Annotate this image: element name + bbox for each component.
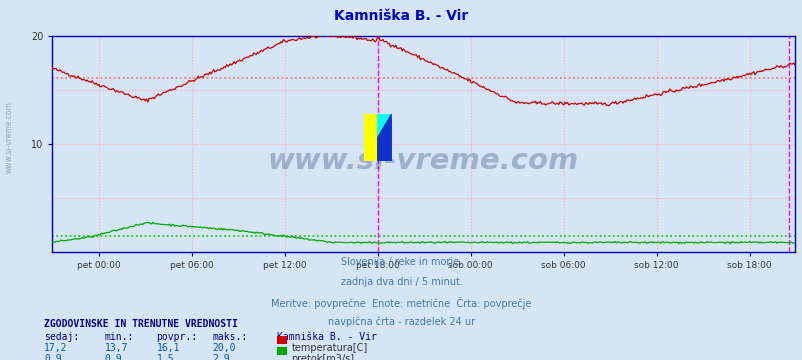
Text: zadnja dva dni / 5 minut.: zadnja dva dni / 5 minut. (340, 277, 462, 287)
Text: 13,7: 13,7 (104, 343, 128, 353)
Text: 2,9: 2,9 (213, 354, 230, 360)
Text: www.si-vreme.com: www.si-vreme.com (5, 101, 14, 173)
Text: povpr.:: povpr.: (156, 332, 197, 342)
Text: Meritve: povprečne  Enote: metrične  Črta: povprečje: Meritve: povprečne Enote: metrične Črta:… (271, 297, 531, 309)
Text: 20,0: 20,0 (213, 343, 236, 353)
Text: maks.:: maks.: (213, 332, 248, 342)
Text: 16,1: 16,1 (156, 343, 180, 353)
Text: 0,9: 0,9 (44, 354, 62, 360)
Text: sedaj:: sedaj: (44, 332, 79, 342)
Text: temperatura[C]: temperatura[C] (291, 343, 367, 353)
Text: 1,5: 1,5 (156, 354, 174, 360)
Text: min.:: min.: (104, 332, 134, 342)
Text: pretok[m3/s]: pretok[m3/s] (291, 354, 354, 360)
Text: www.si-vreme.com: www.si-vreme.com (268, 147, 578, 175)
Text: Kamniška B. - Vir: Kamniška B. - Vir (334, 9, 468, 23)
Text: Kamniška B. - Vir: Kamniška B. - Vir (277, 332, 376, 342)
Text: 0,9: 0,9 (104, 354, 122, 360)
Text: navpična črta - razdelek 24 ur: navpična črta - razdelek 24 ur (327, 317, 475, 327)
Text: Slovenija / reke in morje.: Slovenija / reke in morje. (341, 257, 461, 267)
Text: ZGODOVINSKE IN TRENUTNE VREDNOSTI: ZGODOVINSKE IN TRENUTNE VREDNOSTI (44, 319, 237, 329)
Text: 17,2: 17,2 (44, 343, 67, 353)
